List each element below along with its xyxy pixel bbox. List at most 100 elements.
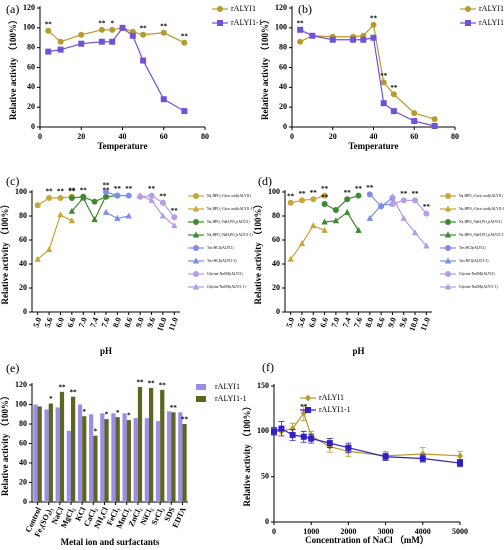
y-axis-label: Relative activity （100%）	[0, 391, 10, 496]
significance: **	[298, 190, 306, 198]
line	[140, 194, 175, 218]
marker	[193, 193, 199, 199]
significance: **	[380, 72, 388, 80]
marker	[305, 407, 311, 413]
significance: **	[321, 185, 329, 193]
x-tick-label: 7.6	[352, 316, 364, 328]
x-axis-label: pH	[100, 346, 112, 356]
marker	[46, 195, 53, 201]
line	[71, 195, 107, 221]
significance: **	[58, 383, 66, 391]
marker	[332, 207, 339, 213]
significance: **	[45, 20, 53, 28]
marker	[366, 191, 373, 198]
y-tick-label: 0	[23, 307, 27, 316]
legend-label: rALYI1-1	[479, 18, 504, 27]
bar	[126, 420, 131, 502]
marker	[321, 226, 328, 233]
y-tick-label: 20	[19, 477, 27, 486]
bar	[149, 387, 154, 502]
legend-label: Tris-HCl(rALYI1)	[459, 246, 486, 250]
bar	[82, 416, 87, 502]
marker	[217, 6, 223, 12]
y-tick-label: 40	[272, 259, 280, 268]
marker	[380, 100, 387, 107]
marker	[309, 32, 316, 39]
x-tick-label: 0	[290, 132, 294, 141]
y-tick-label: 20	[19, 283, 27, 292]
significance: **	[355, 185, 363, 193]
line	[290, 195, 325, 204]
x-tick-label: 7.4	[88, 316, 100, 328]
significance: **	[140, 24, 148, 32]
y-tick-label: 60	[272, 235, 280, 244]
bar	[33, 404, 38, 502]
marker	[444, 231, 452, 238]
marker	[360, 36, 367, 43]
y-tick-label: 80	[279, 42, 287, 51]
y-tick-label: 100	[268, 187, 280, 196]
marker	[431, 116, 438, 123]
x-tick-label: 60	[410, 132, 418, 141]
legend-label: Glycine-NaOH(rALYI1-1)	[207, 285, 246, 289]
y-tick-label: 100	[275, 23, 287, 32]
significance: **	[300, 403, 308, 411]
marker	[140, 31, 147, 38]
x-tick-label: 8.0	[364, 316, 376, 328]
marker	[287, 255, 294, 262]
x-tick-label: 7.0	[77, 316, 89, 328]
bar	[48, 403, 53, 502]
bar	[133, 418, 138, 502]
marker	[300, 433, 307, 440]
panel-label: (d)	[258, 174, 272, 188]
y-tick-label: 20	[27, 102, 35, 111]
line	[37, 196, 72, 206]
significance: **	[148, 380, 156, 388]
significance: **	[412, 190, 420, 198]
x-tick-label: 7.6	[100, 316, 112, 328]
bar	[182, 424, 187, 502]
marker	[308, 435, 315, 442]
y-tick-label: 0	[283, 122, 287, 131]
legend-label: Na₂HPO₄-Citric acid(rALYI1)	[207, 194, 252, 198]
marker	[344, 196, 351, 203]
line	[47, 27, 185, 44]
bar	[104, 419, 109, 502]
marker	[297, 26, 304, 33]
marker	[193, 271, 199, 277]
y-tick-label: 120	[15, 380, 27, 389]
legend-label: Glycine-NaOH(rALYI1)	[207, 272, 243, 276]
legend-label: Na₂HPO₄-Citric acid(rALYI1-1)	[207, 207, 255, 211]
marker	[382, 453, 389, 460]
significance: **	[68, 188, 76, 196]
x-tick-label: 9.0	[134, 316, 146, 328]
marker	[98, 26, 105, 33]
bar	[115, 417, 120, 502]
marker	[68, 195, 75, 201]
significance: **	[366, 184, 374, 192]
marker	[289, 431, 296, 438]
marker	[57, 195, 64, 201]
x-tick-label: 20	[329, 132, 337, 141]
marker	[192, 231, 200, 238]
significance: **	[160, 22, 168, 30]
marker	[57, 38, 64, 45]
significance: **	[103, 182, 111, 190]
significance: *	[94, 427, 98, 435]
marker	[310, 222, 317, 229]
x-tick-label: 9.6	[145, 316, 157, 328]
legend-label: rALYI1-1	[215, 394, 247, 403]
marker	[431, 123, 438, 130]
bar	[71, 396, 76, 502]
marker	[390, 91, 397, 98]
marker	[34, 202, 41, 209]
marker	[310, 196, 317, 203]
x-tick-label: 2000	[340, 527, 356, 536]
x-tick-label: 40	[119, 132, 127, 141]
y-tick-label: 40	[19, 259, 27, 268]
marker	[350, 36, 357, 43]
marker	[114, 192, 121, 199]
marker	[305, 394, 311, 402]
marker	[400, 214, 407, 221]
significance: **	[125, 185, 133, 193]
